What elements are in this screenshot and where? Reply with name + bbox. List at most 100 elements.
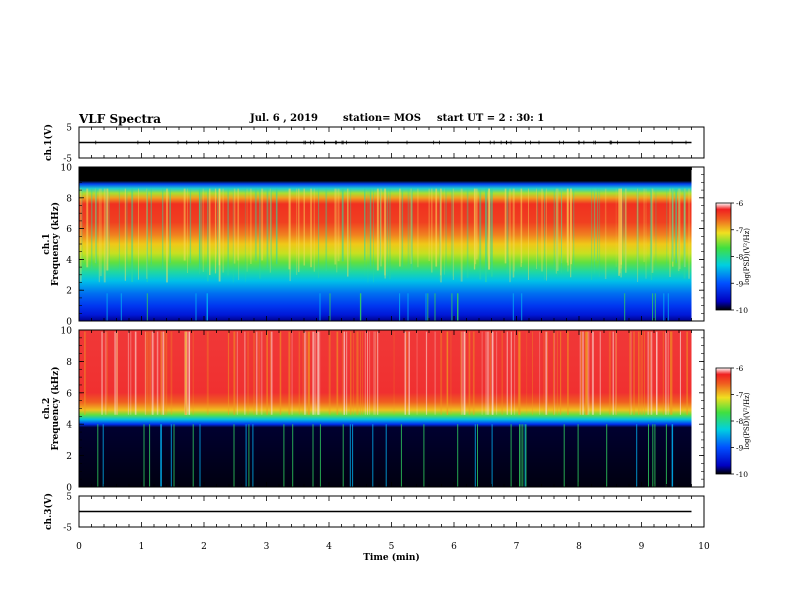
spectrogram-streak <box>553 188 555 268</box>
spectrogram-streak <box>244 188 246 282</box>
spectrogram-streak <box>487 331 490 415</box>
spectrogram-streak <box>108 188 110 272</box>
impulse-streak <box>192 424 194 487</box>
spectrogram-streak <box>686 331 688 415</box>
spectrogram-streak <box>630 331 632 415</box>
spectrogram-streak <box>464 331 466 415</box>
spectrogram-streak <box>104 331 107 415</box>
spectrogram-streak <box>425 331 428 415</box>
spectrogram-streak <box>81 188 83 264</box>
panel-4: 5 -5 ch.3(V) <box>43 493 705 534</box>
impulse-streak <box>400 424 402 487</box>
spectrogram-streak <box>95 188 98 265</box>
spectrogram-streak <box>319 331 321 415</box>
spectrogram-streak <box>162 188 164 270</box>
spectrogram-band <box>79 330 692 487</box>
spectrogram-streak <box>528 188 529 280</box>
spectrogram-streak <box>638 331 640 415</box>
spectrogram-streak <box>410 188 413 271</box>
impulse-streak <box>329 293 331 321</box>
spectrogram-streak <box>622 188 624 262</box>
start-time-label: start UT = 2 : 30: 1 <box>437 113 545 124</box>
spectrogram-streak <box>238 188 240 281</box>
spectrogram-streak <box>233 331 236 415</box>
spectrogram-streak <box>557 188 559 276</box>
spectrogram-streak <box>619 188 621 274</box>
spectrogram-streak <box>656 331 658 415</box>
spectrogram-streak <box>218 188 221 282</box>
impulse-streak <box>312 424 314 487</box>
spectrogram-streak <box>567 331 569 415</box>
colorbar-tick-label: -6 <box>736 364 744 373</box>
spectrogram-streak <box>586 331 588 415</box>
spectrogram-streak <box>84 331 86 415</box>
impulse-streak <box>385 424 387 487</box>
spectrogram-streak <box>296 188 298 275</box>
spectrogram-streak <box>677 188 680 272</box>
spectrogram-streak <box>163 331 166 415</box>
x-tick-label: 4 <box>326 542 332 552</box>
spectrogram-streak <box>214 188 217 274</box>
spectrogram-streak <box>373 331 375 415</box>
x-tick-label: 10 <box>698 542 710 552</box>
spectrogram-streak <box>94 188 96 263</box>
spectrogram-streak <box>667 331 669 415</box>
spectrogram-streak <box>246 188 248 272</box>
spectrogram-streak <box>328 331 331 415</box>
spectrogram-streak <box>306 331 308 415</box>
impulse-streak <box>143 424 145 487</box>
spectrogram-streak <box>183 188 186 261</box>
impulse-streak <box>170 424 172 487</box>
colorbar-3: -6 -7 -8 -9 -10 log(PSD)(V²/Hz) <box>715 364 751 479</box>
spectrogram-streak <box>679 331 681 415</box>
spectrogram-streak <box>126 188 128 276</box>
colorbar-tick-label: -7 <box>736 226 744 235</box>
colorbar-tick-label: -8 <box>736 417 744 426</box>
spectrogram-streak <box>598 188 601 277</box>
y-tick-label: 2 <box>66 452 72 462</box>
spectrogram-streak <box>644 331 645 415</box>
spectrogram-streak <box>298 331 301 415</box>
spectrogram-streak <box>336 188 338 273</box>
colorbar-scale <box>715 367 732 475</box>
impulse-streak <box>606 424 608 487</box>
spectrogram-streak <box>435 188 438 267</box>
spectrogram-streak <box>150 188 152 265</box>
spectrogram-streak <box>160 331 162 415</box>
spectrogram-streak <box>198 188 200 275</box>
spectrogram-streak <box>407 188 410 267</box>
impulse-streak <box>372 424 374 487</box>
spectrogram-streak <box>518 331 520 415</box>
spectrogram-streak <box>124 188 126 281</box>
spectrogram-streak <box>145 331 147 415</box>
spectrogram-streak <box>317 331 320 415</box>
impulse-streak <box>521 293 523 321</box>
spectrogram-streak <box>313 188 315 272</box>
impulse-streak <box>149 424 151 487</box>
spectrogram-streak <box>298 188 300 273</box>
spectrogram-streak <box>376 188 379 271</box>
spectrogram-streak <box>404 331 406 415</box>
spectrogram-streak <box>254 188 257 261</box>
spectrogram-streak <box>162 331 165 415</box>
spectrogram-streak <box>568 331 569 415</box>
spectrogram-streak <box>116 331 118 415</box>
spectrogram-streak <box>269 331 271 415</box>
spectrogram-streak <box>350 331 352 415</box>
spectrogram-streak <box>629 331 631 415</box>
spectrogram-streak <box>166 331 168 415</box>
spectrogram-streak <box>131 188 134 282</box>
spectrogram-streak <box>624 188 627 271</box>
spectrogram-streak <box>481 331 483 415</box>
spectrogram-streak <box>357 331 359 415</box>
spectrogram-streak <box>504 188 507 264</box>
impulse-streak <box>160 424 162 487</box>
spectrogram-streak <box>556 188 559 271</box>
spectrogram-streak <box>683 188 686 279</box>
spectrogram-streak <box>152 331 155 415</box>
spectrogram-streak <box>209 188 211 276</box>
spectrogram-streak <box>567 188 569 266</box>
spectrogram-streak <box>417 188 419 268</box>
spectrogram-streak <box>302 331 304 415</box>
spectrogram-streak <box>106 331 108 415</box>
